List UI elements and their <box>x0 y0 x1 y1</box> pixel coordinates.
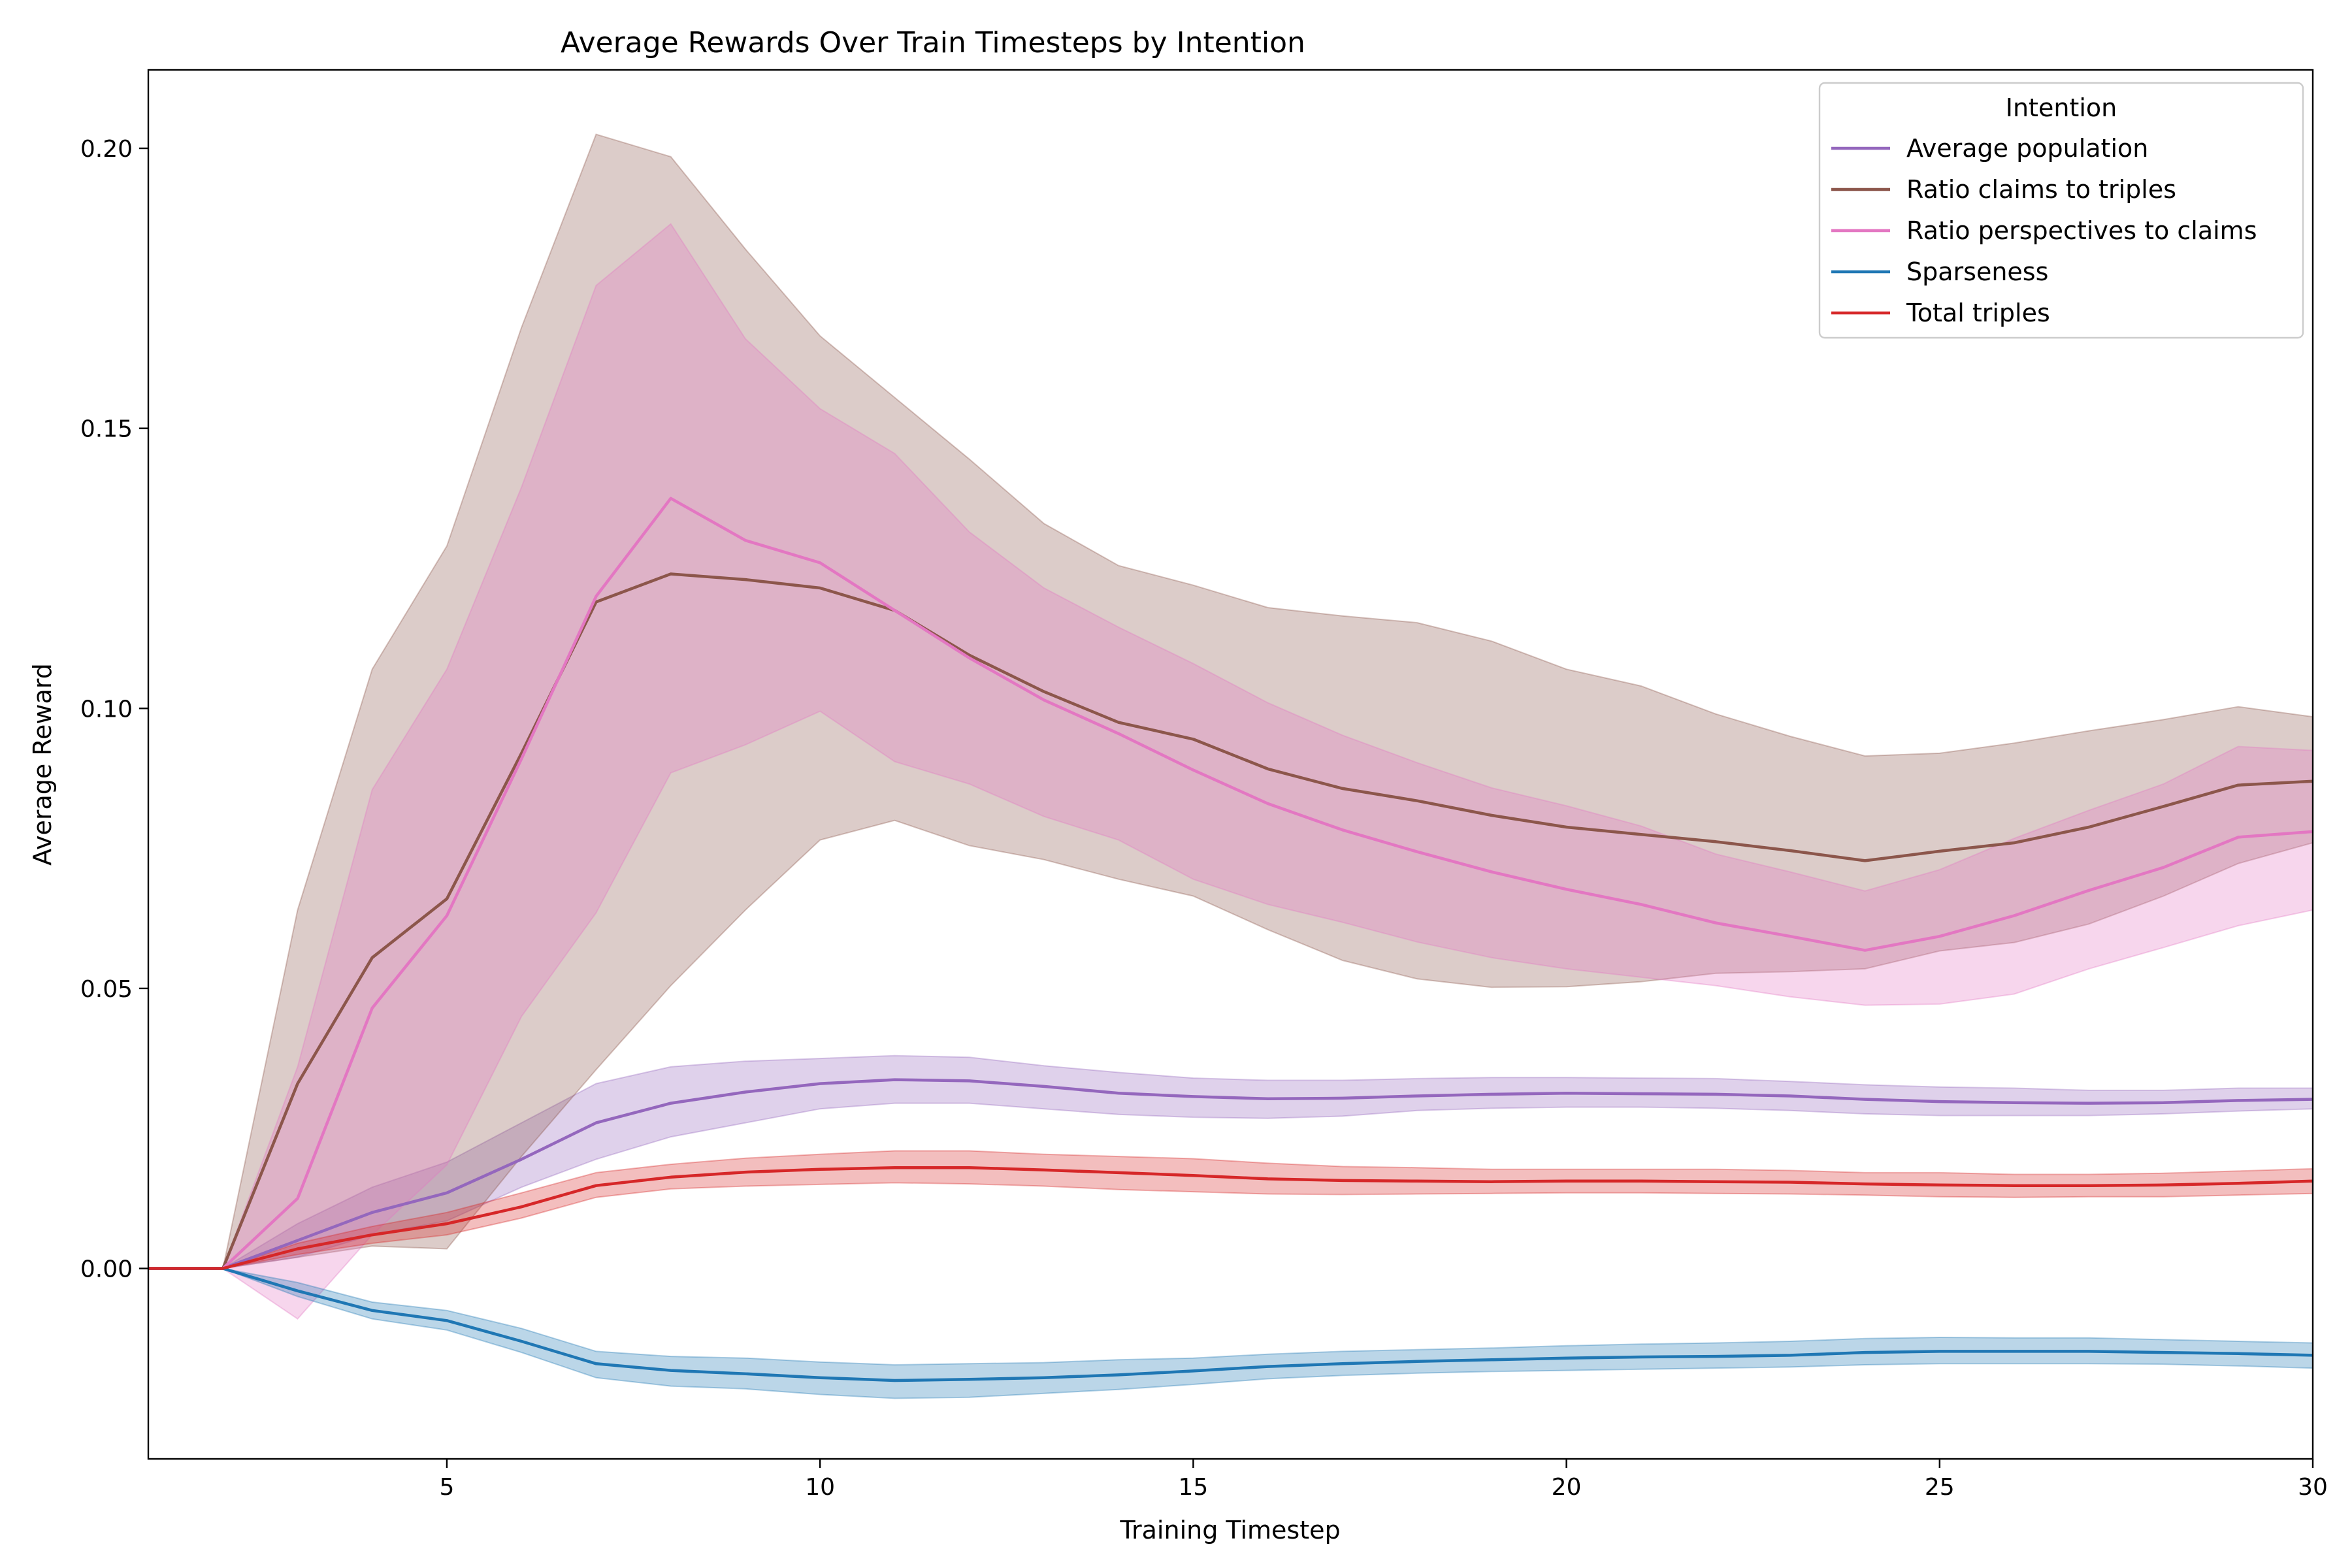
legend-label: Average population <box>1906 134 2148 163</box>
band-total-triples <box>148 1150 2313 1269</box>
legend-title: Intention <box>2006 93 2117 122</box>
legend-label: Sparseness <box>1906 257 2048 286</box>
y-tick-label: 0.00 <box>80 1256 133 1283</box>
y-tick-label: 0.05 <box>80 976 133 1003</box>
band-ratio-perspectives-to-claims <box>148 223 2313 1320</box>
legend-label: Total triples <box>1906 299 2050 327</box>
y-axis-label: Average Reward <box>28 663 57 866</box>
y-tick-label: 0.15 <box>80 416 133 443</box>
x-tick-label: 30 <box>2298 1474 2328 1501</box>
legend-label: Ratio perspectives to claims <box>1906 216 2257 245</box>
x-tick-label: 15 <box>1178 1474 1208 1501</box>
legend: Intention Average population Ratio claims… <box>1818 82 2304 339</box>
plot-frame <box>147 69 2314 1460</box>
band-sparseness <box>148 1267 2313 1399</box>
y-tick-label: 0.20 <box>80 136 133 163</box>
line-average-population <box>148 1078 2313 1270</box>
line-total-triples <box>148 1166 2313 1270</box>
legend-frame <box>1818 82 2304 339</box>
band-average-population <box>148 1054 2313 1269</box>
x-tick-label: 25 <box>1925 1474 1955 1501</box>
line-ratio-perspectives-to-claims <box>148 497 2313 1270</box>
line-sparseness <box>148 1267 2313 1382</box>
x-tick-label: 5 <box>440 1474 455 1501</box>
line-ratio-claims-to-triples <box>148 572 2313 1270</box>
y-tick-label: 0.10 <box>80 696 133 723</box>
x-axis-label: Training Timestep <box>1119 1516 1340 1544</box>
chart-title: Average Rewards Over Train Timesteps by … <box>561 26 1305 59</box>
legend-label: Ratio claims to triples <box>1906 175 2176 204</box>
band-ratio-claims-to-triples <box>148 133 2313 1269</box>
x-tick-label: 20 <box>1552 1474 1582 1501</box>
x-tick-label: 10 <box>805 1474 835 1501</box>
